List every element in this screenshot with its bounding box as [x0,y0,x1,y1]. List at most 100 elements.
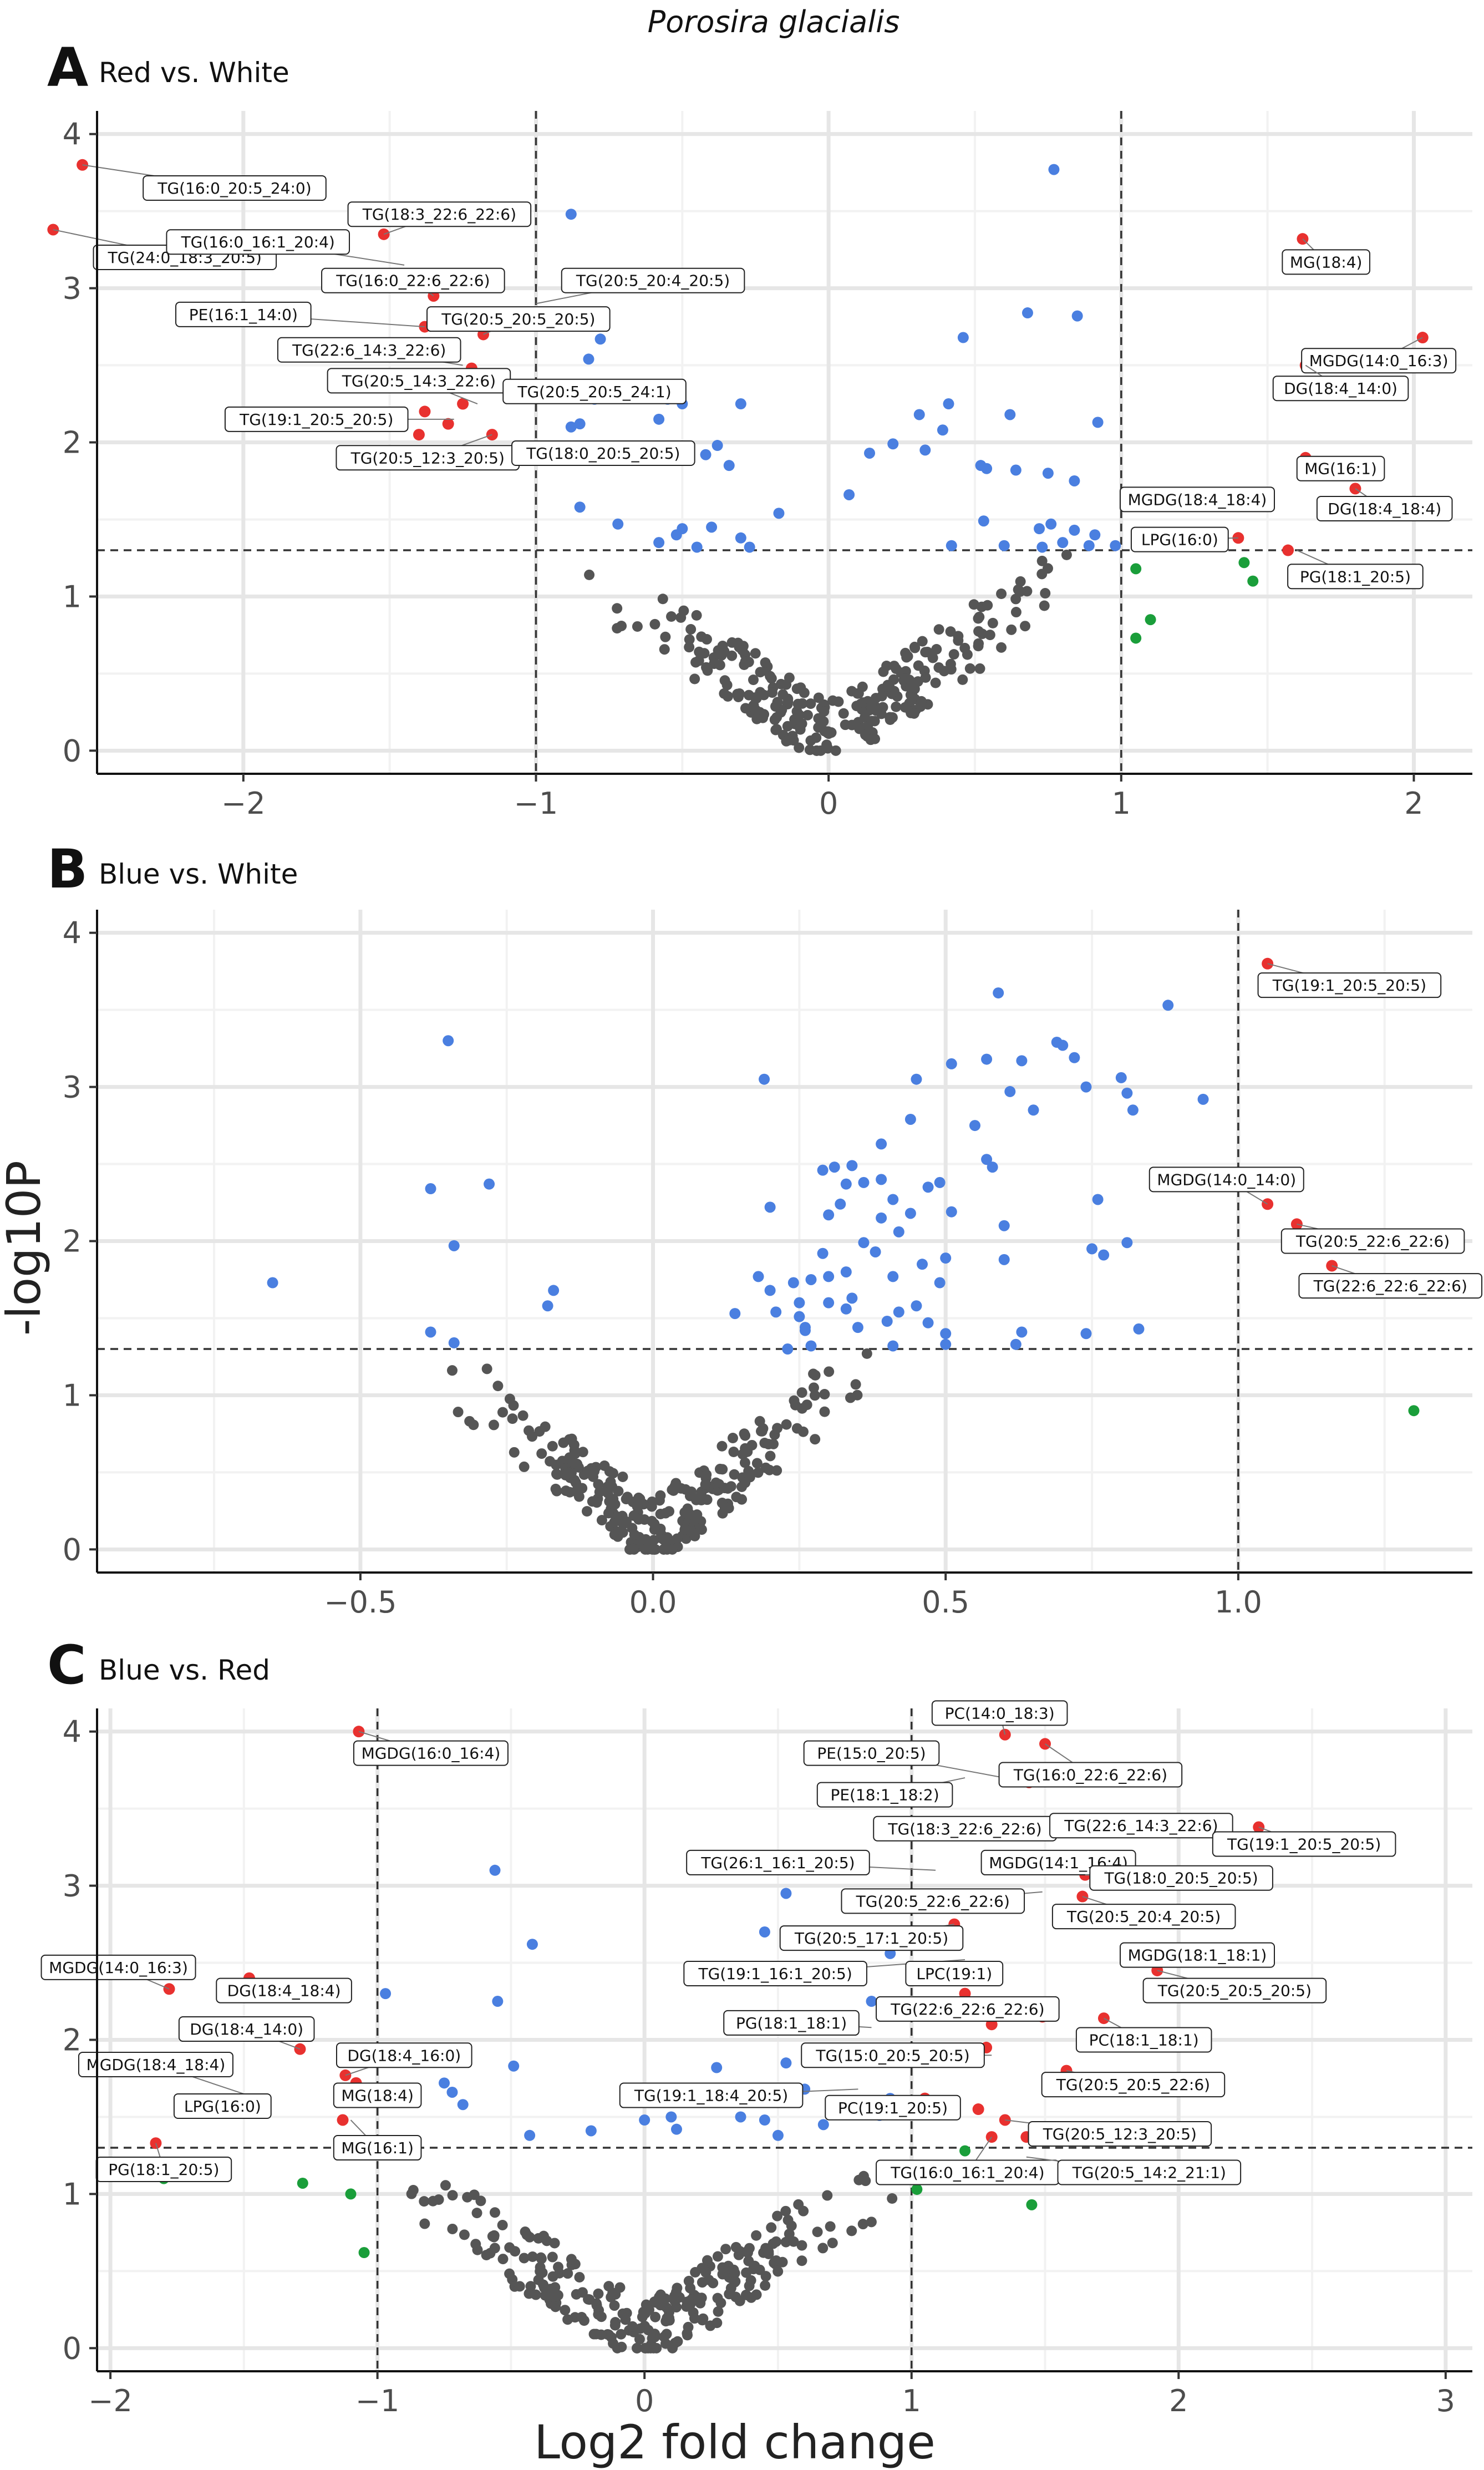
point-ns [899,702,911,713]
point-ns [857,2219,868,2230]
point-p-only [759,2114,770,2126]
point-p-only [1115,1072,1127,1083]
lipid-label-box [502,378,687,404]
y-tick-label: 2 [63,1224,82,1259]
point-ns [846,2225,857,2236]
point-p-only [448,1240,460,1251]
point-p-only [425,1183,436,1195]
point-ns [591,2329,602,2340]
lipid-label: TG(20:5_22:6_22:6) [1280,1223,1465,1254]
lipid-label-box [801,2042,985,2068]
point-p-only [981,1154,993,1165]
point-p-only [1036,541,1048,553]
lipid-label-text: PC(19:1_20:5) [838,2099,948,2117]
point-ns [913,660,924,671]
point-ns [550,2282,561,2293]
point-ns [497,1407,508,1418]
point-ns [799,687,810,698]
x-tick-label: −1 [514,786,558,821]
point-ns [716,650,727,661]
point-ns [419,2218,430,2229]
point-ns [862,721,873,732]
point-fc-only [1238,557,1250,569]
lipid-label-text: TG(16:0_16:1_20:4) [890,2164,1044,2182]
lipid-label-box [511,440,695,466]
point-ns [781,1419,792,1430]
point-ns [670,2286,682,2297]
lipid-label: TG(20:5_20:4_20:5) [1051,1896,1236,1930]
panel-title: Red vs. White [99,57,289,89]
point-ns [678,605,689,616]
point-ns [446,1365,458,1376]
point-p-only [829,1162,840,1173]
point-ns [654,2291,665,2302]
point-fc-only [911,2184,923,2195]
point-p-only [691,541,703,553]
lipid-label-box [347,201,532,227]
point-ns [628,1510,639,1521]
lipid-label-box [336,2042,472,2068]
lipid-label-box [683,1961,867,1986]
point-p-only [773,508,785,519]
point-p-only [1162,1000,1174,1011]
point-ns [618,1519,629,1530]
point-p-only [998,1220,1010,1231]
point-p-only [1028,1104,1039,1116]
point-p-only [1086,1243,1098,1255]
lipid-label-text: TG(16:0_20:5_24:0) [157,179,311,197]
point-ns [658,1544,669,1555]
point-ns [650,2311,661,2322]
panel-title: Blue vs. Red [99,1654,270,1686]
point-p-only [998,1254,1010,1265]
point-p-only [993,987,1004,999]
point-p-only [711,2062,723,2073]
lipid-label-text: DG(18:4_14:0) [190,2020,303,2038]
y-tick-label: 4 [63,1715,82,1749]
point-ns [1010,607,1021,618]
lipid-label: MG(16:1) [333,2119,422,2161]
point-ns [701,662,712,673]
point-ns [746,2292,757,2303]
point-p-only [782,1343,794,1355]
point-ns [887,2193,898,2204]
point-ns [667,1544,678,1555]
point-ns [793,2199,804,2210]
point-ns [784,672,795,683]
point-p-only [940,1328,952,1340]
point-ns [553,2261,564,2273]
point-ns [632,621,643,632]
point-ns [766,2222,777,2233]
point-ns [996,642,1007,653]
lipid-label-text: TG(22:6_14:3_22:6) [1064,1817,1218,1835]
point-p-only [835,1198,846,1210]
lipid-label-text: TG(20:5_20:5_22:6) [1056,2076,1210,2094]
lipid-label: TG(22:6_14:3_22:6) [1049,1813,1233,1839]
point-ns [603,2281,614,2292]
x-tick-label: −2 [221,786,266,821]
point-fc-only [1247,575,1259,587]
x-tick-label: 1 [1112,786,1131,821]
point-ns [419,2196,430,2207]
point-p-only [940,1338,952,1350]
point-p-only [799,1325,811,1336]
point-ns [562,2314,573,2325]
point-p-only [957,332,969,343]
point-ns [908,708,919,719]
point-ns [689,673,700,684]
point-ns [802,709,813,721]
point-ns [608,2338,619,2349]
lipid-label-text: TG(20:5_17:1_20:5) [794,1929,948,1947]
point-ns [851,701,862,712]
lipid-label-text: MGDG(18:4_18:4) [1128,490,1267,509]
point-ns [577,2287,588,2298]
point-p-only [764,1201,776,1213]
point-ns [788,2236,799,2247]
point-ns [489,2230,500,2241]
panel-letter: A [47,37,88,99]
point-p-only [981,463,993,474]
lipid-label-box [779,1925,964,1951]
point-ns [547,2271,558,2282]
lipid-label: TG(20:5_12:3_20:5) [336,434,520,471]
point-p-only [919,444,931,456]
point-p-only [840,1303,852,1315]
